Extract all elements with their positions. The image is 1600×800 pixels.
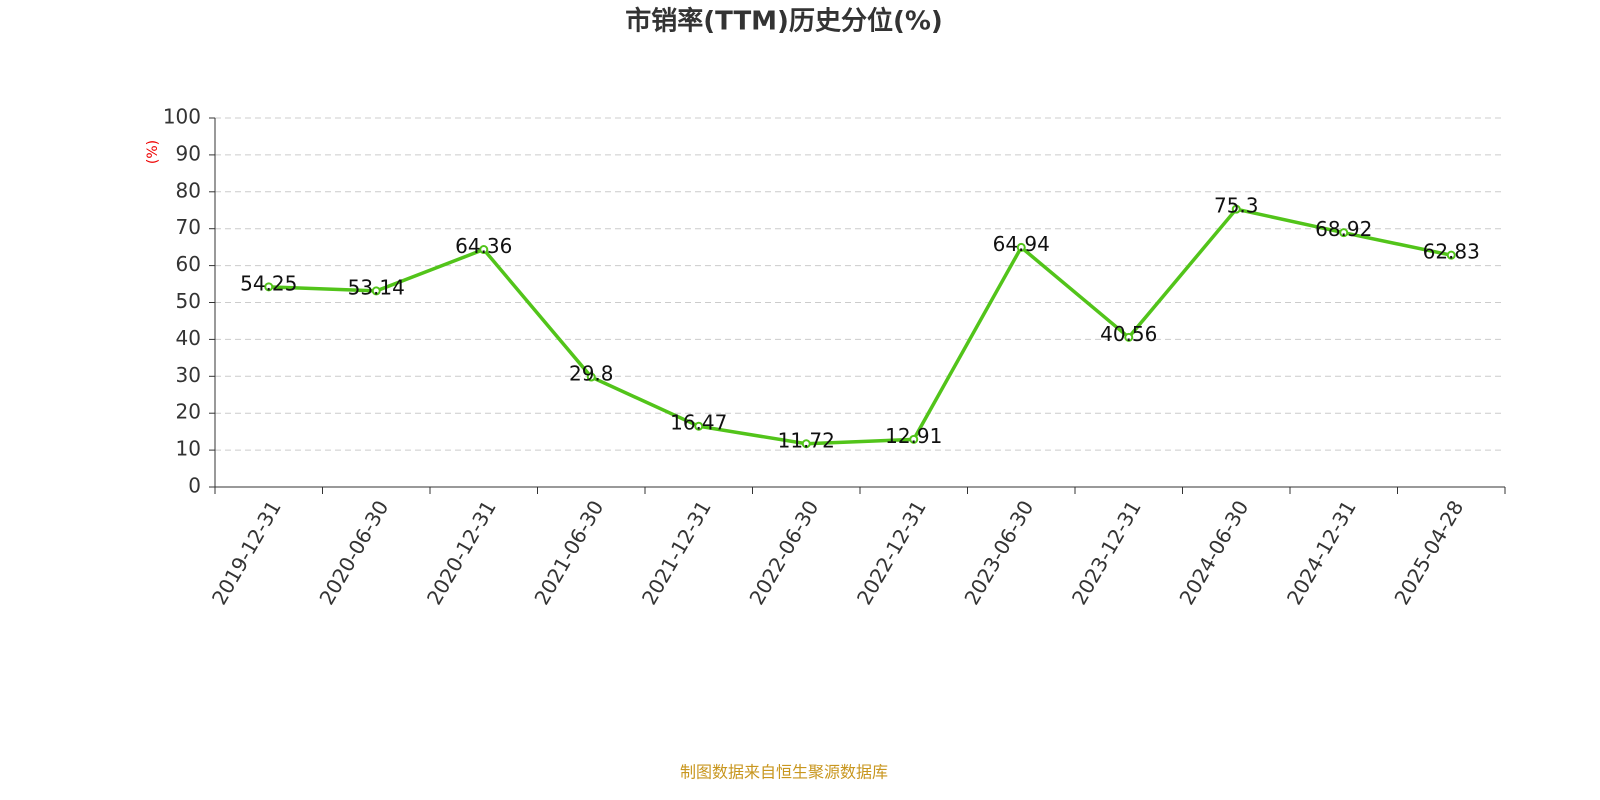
point <box>801 439 811 449</box>
data-label: 12.91 <box>885 424 942 448</box>
data-label: 68.92 <box>1315 217 1372 241</box>
source-note: 制图数据来自恒生聚源数据库 <box>680 763 888 782</box>
x-tick-label: 2022-06-30 <box>744 496 823 609</box>
y-tick-label: 20 <box>176 400 201 424</box>
x-tick-label: 2023-12-31 <box>1067 496 1146 609</box>
line <box>268 207 1452 446</box>
x-tick-label: 2024-06-30 <box>1174 496 1253 609</box>
data-label: 64.94 <box>993 232 1050 256</box>
x-tick-label: 2020-06-30 <box>314 496 393 609</box>
data-label: 29.8 <box>569 362 614 386</box>
y-tick-label: 60 <box>176 252 201 276</box>
point <box>264 282 274 292</box>
data-label: 16.47 <box>670 411 727 435</box>
point <box>1339 228 1349 238</box>
point <box>479 245 489 255</box>
point <box>1231 204 1241 214</box>
y-tick-label: 90 <box>176 141 201 165</box>
chart-title: 市销率(TTM)历史分位(%) <box>625 6 943 37</box>
x-tick-label: 2022-12-31 <box>852 496 931 609</box>
point <box>694 421 704 431</box>
x-tick-label: 2024-12-31 <box>1282 496 1361 609</box>
data-label: 75.3 <box>1214 194 1259 218</box>
x-tick-label: 2019-12-31 <box>207 496 286 609</box>
data-label: 64.36 <box>455 234 512 258</box>
point <box>909 434 919 444</box>
y-tick-label: 80 <box>176 178 201 202</box>
x-tick-label: 2023-06-30 <box>959 496 1038 609</box>
y-tick-label: 30 <box>176 363 201 387</box>
y-tick-label: 0 <box>188 474 201 498</box>
point <box>371 286 381 296</box>
x-tick-label: 2025-04-28 <box>1389 496 1468 609</box>
point <box>1446 250 1456 260</box>
y-tick-label: 100 <box>163 105 201 129</box>
x-tick-label: 2020-12-31 <box>422 496 501 609</box>
data-label: 11.72 <box>778 428 835 452</box>
point <box>586 372 596 382</box>
point <box>1016 242 1026 252</box>
y-tick-label: 50 <box>176 289 201 313</box>
point <box>1124 332 1134 342</box>
y-tick-label: 10 <box>176 437 201 461</box>
x-tick-label: 2021-06-30 <box>529 496 608 609</box>
data-label: 54.25 <box>240 271 297 295</box>
x-tick-label: 2021-12-31 <box>637 496 716 609</box>
y-axis-label: (%) <box>145 140 161 164</box>
data-label: 62.83 <box>1423 240 1480 264</box>
data-label: 53.14 <box>348 275 405 299</box>
data-label: 40.56 <box>1100 322 1157 346</box>
y-tick-label: 40 <box>176 326 201 350</box>
y-tick-label: 70 <box>176 215 201 239</box>
